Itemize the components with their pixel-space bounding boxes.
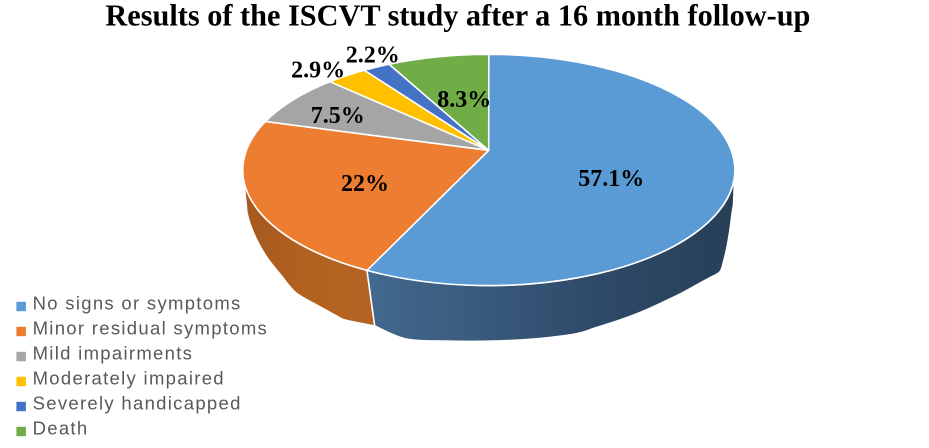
svg-text:2.9%: 2.9% [291,57,345,83]
svg-text:8.3%: 8.3% [437,87,491,113]
svg-text:Severely handicapped: Severely handicapped [33,393,242,414]
svg-text:Moderately impaired: Moderately impaired [33,368,225,389]
svg-text:Results of the ISCVT study aft: Results of the ISCVT study after a 16 mo… [105,0,810,33]
svg-text:Minor residual symptoms: Minor residual symptoms [33,318,269,339]
svg-text:Death: Death [33,418,89,439]
svg-text:7.5%: 7.5% [311,103,365,129]
svg-text:2.2%: 2.2% [346,43,400,69]
svg-text:Mild impairments: Mild impairments [33,343,194,364]
svg-text:22%: 22% [341,171,389,197]
svg-text:No signs or symptoms: No signs or symptoms [33,293,242,314]
svg-text:57.1%: 57.1% [578,166,644,192]
